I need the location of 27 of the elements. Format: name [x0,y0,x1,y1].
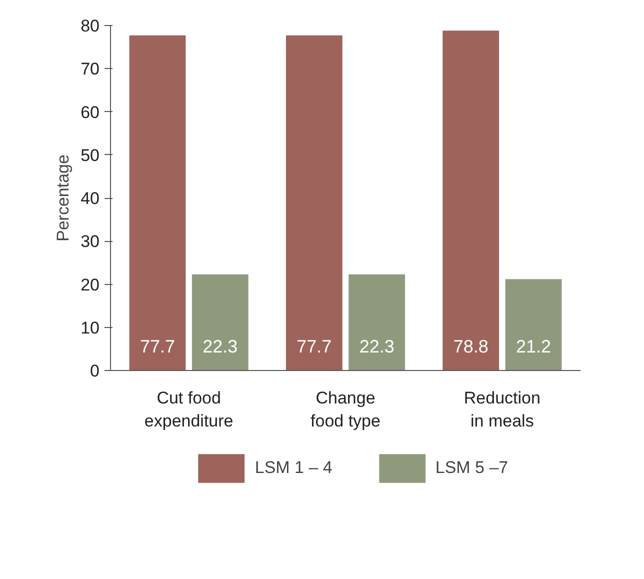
y-tick-label: 0 [90,362,100,380]
bar [286,35,342,370]
y-tick-label: 70 [80,60,100,79]
bar [129,35,186,370]
y-tick-label: 10 [80,318,100,338]
x-tick-label: Cut food expenditure [144,388,234,430]
y-tick-label: 60 [80,102,100,122]
legend-label: LSM 1 – 4 [254,458,332,478]
data-label: 77.7 [296,336,332,356]
data-label: 21.2 [516,336,552,356]
legend-label: LSM 5 –7 [435,458,508,478]
data-label: 78.8 [453,336,488,356]
bar [442,30,500,370]
data-label: 22.3 [359,336,394,356]
bar [505,279,562,370]
data-label: 22.3 [202,336,238,356]
x-tick-label: Change food type [310,388,380,430]
bar [192,274,248,370]
x-tick-label: Reduction in meals [464,388,540,430]
y-axis-title: Percentage [54,154,73,242]
y-tick-label: 50 [80,146,100,165]
y-tick-label: 20 [80,275,100,294]
bar [348,274,406,370]
y-tick-label: 40 [80,189,100,208]
y-tick-label: 30 [80,232,100,252]
y-tick-label: 80 [80,16,100,36]
data-label: 77.7 [140,336,176,356]
